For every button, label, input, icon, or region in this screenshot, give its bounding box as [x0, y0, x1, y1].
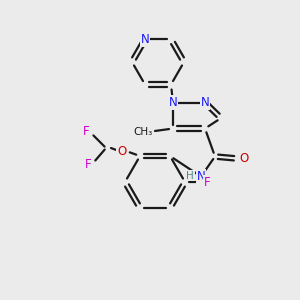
Text: N: N — [169, 96, 177, 109]
Text: N: N — [201, 96, 209, 109]
Text: O: O — [239, 152, 249, 165]
Text: O: O — [117, 145, 127, 158]
Text: F: F — [83, 124, 89, 137]
Text: CH₃: CH₃ — [134, 127, 153, 136]
Text: F: F — [85, 158, 91, 170]
Text: N: N — [141, 33, 149, 46]
Text: H: H — [186, 170, 194, 181]
Text: F: F — [204, 176, 210, 188]
Text: N: N — [196, 170, 206, 183]
